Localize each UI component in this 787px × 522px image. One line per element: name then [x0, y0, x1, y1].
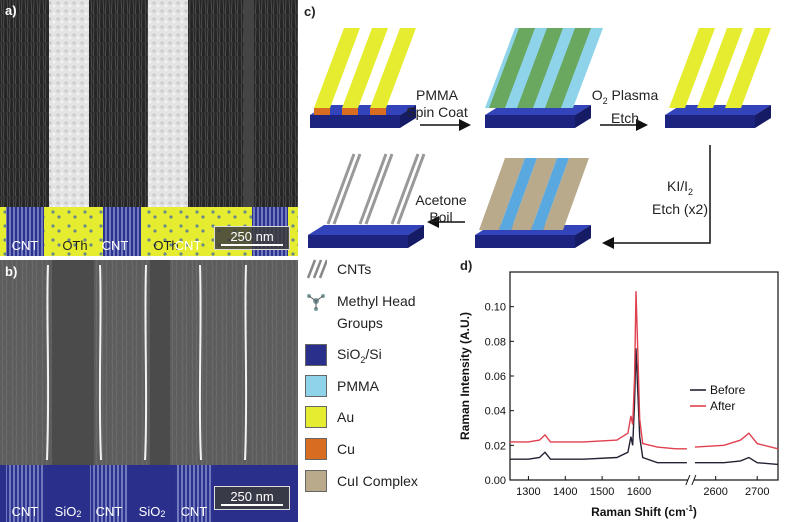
x-tick-label: 2700	[745, 486, 769, 498]
legend-sio2: SiO2/Si	[305, 344, 382, 366]
cui-swatch	[305, 470, 327, 492]
y-tick-label: 0.04	[485, 406, 506, 418]
sem-image-b: b) CNT SiO 2 CNT SiO 2 CNT 250 nm	[0, 260, 298, 522]
step-1-label: PMMA Spin Coat	[406, 87, 468, 120]
series-line-after	[694, 432, 779, 450]
device-2	[485, 28, 603, 128]
series-line-after	[510, 291, 687, 450]
legend-cu: Cu	[305, 438, 355, 460]
legend-au: Au	[305, 406, 354, 428]
band-a-cnt-3: CNT	[174, 238, 202, 253]
plot-frame	[509, 271, 779, 481]
sio2-swatch	[305, 344, 327, 366]
series-line-before	[694, 456, 779, 466]
axis-break-mask	[687, 476, 694, 484]
panel-d-label: d)	[460, 258, 473, 273]
step-2-label: O2 Plasma Etch	[591, 87, 659, 126]
cu-swatch	[305, 438, 327, 460]
step-4-label: Acetone Boil	[415, 192, 467, 225]
device-4	[475, 158, 591, 248]
process-diagram	[308, 28, 771, 249]
raman-chart: 0.00 0.02 0.04 0.06 0.08 0.10 1300 1400 1500 1600…	[458, 271, 779, 519]
sem-image-a: a) CNT OTh CNT OTh CNT 250 nm	[0, 0, 298, 256]
legend-label-before: Before	[710, 383, 746, 397]
legend: CNTs Methyl Head Groups SiO2/Si PMMA Au …	[305, 258, 465, 498]
band-a-oth-2: OTh	[153, 238, 179, 253]
legend-label-after: After	[710, 399, 735, 413]
methyl-icon	[307, 294, 325, 311]
scale-bar-b: 250 nm	[214, 486, 290, 510]
legend-pmma: PMMA	[305, 375, 379, 397]
x-tick-label: 1400	[553, 486, 577, 498]
legend-cnts: CNTs	[305, 258, 371, 280]
device-5	[308, 153, 426, 248]
au-swatch	[305, 406, 327, 428]
y-tick-label: 0.08	[485, 336, 506, 348]
panel-b-label: b)	[5, 264, 18, 279]
band-b-sio2-1: SiO 2	[54, 504, 82, 519]
x-tick-label: 1600	[627, 486, 651, 498]
series-line-before	[510, 348, 687, 464]
x-axis-label: Raman Shift (cm-1)	[591, 504, 697, 519]
device-1	[310, 28, 416, 128]
panel-c-label: c)	[304, 4, 316, 19]
panel-a-label: a)	[5, 3, 17, 18]
band-a-cnt-1: CNT	[11, 238, 39, 253]
y-tick-label: 0.10	[485, 302, 506, 314]
axis-break-mark	[685, 474, 691, 486]
y-tick-label: 0.06	[485, 371, 506, 383]
band-b-cnt-3: CNT	[180, 504, 208, 519]
legend-cui: CuI Complex	[305, 470, 418, 492]
x-tick-label: 2600	[703, 486, 727, 498]
x-tick-label: 1500	[590, 486, 614, 498]
pmma-swatch	[305, 375, 327, 397]
band-a-cnt-2: CNT	[101, 238, 129, 253]
x-tick-label: 1300	[516, 486, 540, 498]
cnt-icon	[306, 259, 327, 279]
band-b-cnt-1: CNT	[11, 504, 39, 519]
scale-bar-a: 250 nm	[214, 226, 290, 250]
y-tick-label: 0.02	[485, 440, 506, 452]
band-a-oth-1: OTh	[62, 238, 88, 253]
arrow-3	[602, 145, 711, 249]
axis-break-mark	[691, 474, 697, 486]
band-b-cnt-2: CNT	[95, 504, 123, 519]
device-3	[665, 28, 771, 128]
y-axis-label: Raman Intensity (A.U.)	[458, 312, 472, 440]
y-tick-label: 0.00	[485, 475, 506, 487]
band-b-sio2-2: SiO 2	[138, 504, 166, 519]
step-3-label: KI/I2 Etch (x2)	[651, 178, 708, 217]
legend-methyl: Methyl Head Groups	[305, 290, 416, 334]
